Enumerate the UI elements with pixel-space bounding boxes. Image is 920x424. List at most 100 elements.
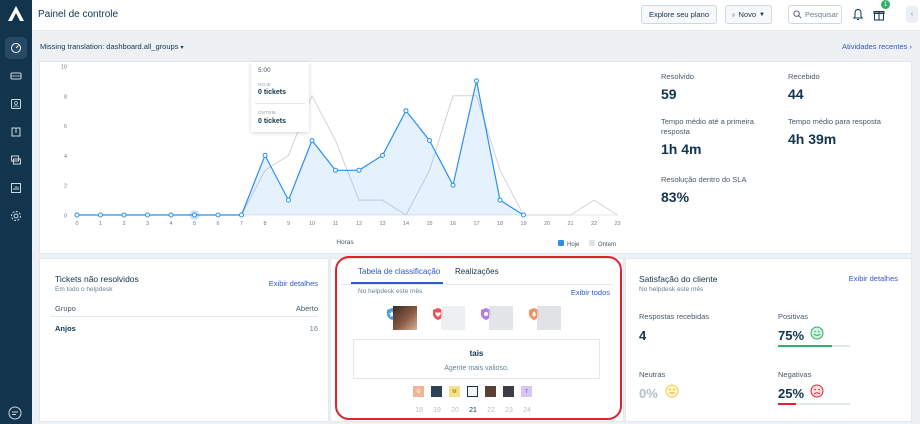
day-thumb[interactable] bbox=[431, 386, 442, 397]
day-thumb-selected[interactable] bbox=[467, 386, 478, 397]
tooltip-yesterday-label: ONTEM bbox=[258, 110, 276, 115]
y-tick-label: 2 bbox=[64, 184, 67, 190]
gift-icon[interactable] bbox=[873, 8, 885, 21]
nav-forums-icon[interactable] bbox=[5, 149, 27, 171]
positive-label: Positivas bbox=[778, 312, 809, 321]
day-label[interactable]: 19 bbox=[433, 407, 441, 414]
happy-face-icon bbox=[810, 326, 824, 340]
agent-photo[interactable] bbox=[489, 306, 513, 330]
agent-photo[interactable] bbox=[393, 306, 417, 330]
plus-box-icon bbox=[732, 13, 735, 16]
chart-tooltip: 5:00 HOJE 0 tickets ONTEM 0 tickets bbox=[251, 62, 309, 132]
group-filter-dropdown[interactable]: Missing translation: dashboard.all_group… bbox=[40, 42, 184, 51]
day-label[interactable]: 24 bbox=[523, 407, 531, 414]
view-details-link[interactable]: Exibir detalhes bbox=[268, 279, 318, 288]
chat-icon[interactable] bbox=[7, 405, 23, 421]
heart-badge-icon[interactable] bbox=[431, 307, 445, 321]
stat-value: 44 bbox=[788, 86, 804, 102]
bell-icon[interactable] bbox=[852, 8, 864, 21]
y-tick-label: 8 bbox=[64, 94, 67, 100]
stat-value: 1h 4m bbox=[661, 141, 702, 157]
group-filter-label: Missing translation: dashboard.all_group… bbox=[40, 42, 179, 51]
x-tick-label: 2 bbox=[122, 221, 125, 227]
day-label[interactable]: 23 bbox=[505, 407, 513, 414]
day-label-current[interactable]: 21 bbox=[469, 407, 477, 414]
nav-dashboard-icon[interactable] bbox=[5, 37, 27, 59]
app-logo-icon[interactable] bbox=[6, 4, 26, 24]
day-label[interactable]: 18 bbox=[415, 407, 423, 414]
search-icon bbox=[793, 10, 802, 19]
positive-progress-bar bbox=[778, 345, 850, 347]
nav-knowledge-base-icon[interactable] bbox=[5, 121, 27, 143]
x-tick-label: 1 bbox=[99, 221, 102, 227]
data-point-hoje bbox=[286, 197, 291, 203]
tooltip-divider bbox=[255, 103, 305, 104]
page-title: Painel de controle bbox=[38, 9, 119, 20]
nav-tickets-icon[interactable] bbox=[5, 65, 27, 87]
table-divider bbox=[50, 316, 318, 317]
stat-resolved: Resolvido 59 bbox=[661, 72, 694, 102]
new-button[interactable]: Novo ▼ bbox=[725, 5, 772, 24]
y-tick-label: 4 bbox=[64, 154, 67, 160]
x-tick-label: 9 bbox=[287, 221, 290, 227]
user-avatar[interactable]: ‹ bbox=[906, 6, 918, 23]
nav-reports-icon[interactable] bbox=[5, 177, 27, 199]
star-badge-icon[interactable] bbox=[479, 307, 493, 321]
tooltip-today-value: 0 tickets bbox=[258, 89, 287, 96]
leaderboard-card: Tabela de classificação Realizações No h… bbox=[330, 258, 624, 422]
x-axis-label: Horas bbox=[336, 239, 354, 246]
column-header-group: Grupo bbox=[55, 304, 76, 313]
left-nav-rail bbox=[0, 0, 32, 424]
card-subtitle: No helpdesk este mês bbox=[639, 286, 704, 293]
leaderboard-subtitle: No helpdesk este mês bbox=[358, 288, 423, 295]
agent-photo[interactable] bbox=[441, 306, 465, 330]
day-label[interactable]: 22 bbox=[487, 407, 495, 414]
tab-leaderboard[interactable]: Tabela de classificação bbox=[358, 267, 441, 276]
day-thumb[interactable] bbox=[503, 386, 514, 397]
tab-achievements[interactable]: Realizações bbox=[455, 267, 499, 276]
x-tick-label: 6 bbox=[216, 221, 219, 227]
negative-label: Negativas bbox=[778, 370, 812, 379]
day-thumb[interactable]: M bbox=[449, 386, 460, 397]
view-all-link[interactable]: Exibir todos bbox=[570, 288, 610, 297]
nav-settings-icon[interactable] bbox=[5, 205, 27, 227]
x-tick-label: 19 bbox=[520, 221, 526, 227]
x-tick-label: 15 bbox=[426, 221, 432, 227]
chevron-down-icon: ▾ bbox=[180, 45, 184, 51]
data-point-hoje bbox=[356, 167, 362, 173]
negative-progress-fill bbox=[778, 403, 796, 405]
x-tick-label: 16 bbox=[450, 221, 456, 227]
card-subtitle: Em todo o helpdesk bbox=[55, 286, 113, 293]
x-tick-label: 5 bbox=[193, 221, 196, 227]
stat-first-response-time: Tempo médio até a primeira resposta 1h 4… bbox=[661, 117, 773, 157]
responses-received-value: 4 bbox=[639, 328, 647, 343]
day-thumb[interactable]: G bbox=[413, 386, 424, 397]
legend-swatch-ontem bbox=[589, 240, 595, 246]
x-tick-label: 23 bbox=[614, 221, 620, 227]
fire-badge-icon[interactable] bbox=[527, 307, 541, 321]
day-label[interactable]: 20 bbox=[451, 407, 459, 414]
x-tick-label: 8 bbox=[263, 221, 266, 227]
y-tick-label: 10 bbox=[61, 65, 67, 71]
explore-plan-button[interactable]: Explore seu plano bbox=[641, 5, 717, 24]
day-thumb[interactable] bbox=[485, 386, 496, 397]
neutral-label: Neutras bbox=[639, 370, 666, 379]
card-title: Satisfação do cliente bbox=[639, 274, 718, 284]
legend-swatch-hoje bbox=[558, 240, 564, 246]
search-input[interactable]: Pesquisar bbox=[788, 5, 842, 24]
x-tick-label: 11 bbox=[333, 221, 339, 227]
nav-contacts-icon[interactable] bbox=[5, 93, 27, 115]
day-thumb[interactable]: T bbox=[521, 386, 532, 397]
stat-label: Recebido bbox=[788, 72, 820, 81]
recent-activities-link[interactable]: Atividades recentes › bbox=[842, 42, 912, 51]
agent-photo[interactable] bbox=[537, 306, 561, 330]
ticket-stats-panel: Resolvido 59 Recebido 44 Tempo médio até… bbox=[646, 61, 912, 254]
table-row-group[interactable]: Anjos bbox=[55, 324, 76, 333]
data-point-hoje bbox=[192, 212, 197, 218]
view-details-link[interactable]: Exibir detalhes bbox=[848, 274, 898, 283]
top-header: Painel de controle Explore seu plano Nov… bbox=[32, 0, 920, 31]
x-tick-label: 22 bbox=[591, 221, 597, 227]
stat-response-time: Tempo médio para resposta 4h 39m bbox=[788, 117, 906, 147]
stat-label: Tempo médio até a primeira resposta bbox=[661, 117, 754, 136]
